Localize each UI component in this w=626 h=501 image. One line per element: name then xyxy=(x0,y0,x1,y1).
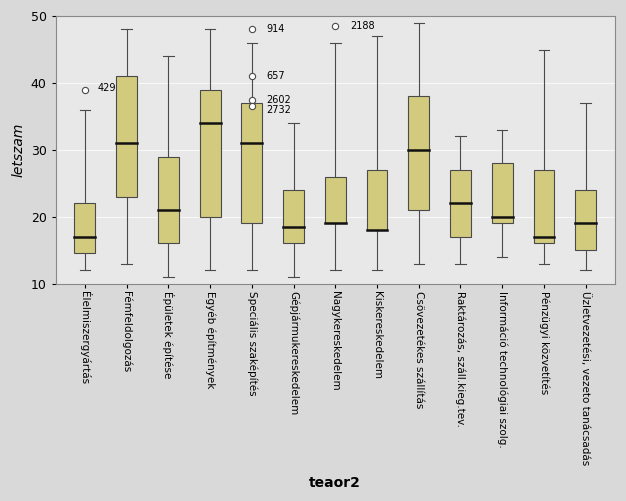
Text: 429: 429 xyxy=(98,83,116,93)
Bar xyxy=(533,170,555,243)
Bar xyxy=(242,103,262,223)
Bar xyxy=(74,203,95,254)
Bar xyxy=(158,156,179,243)
X-axis label: teaor2: teaor2 xyxy=(309,476,361,490)
Text: 914: 914 xyxy=(267,25,285,35)
Bar xyxy=(408,96,429,210)
Y-axis label: letszam: letszam xyxy=(11,123,25,177)
Bar xyxy=(200,90,220,217)
Bar xyxy=(575,190,596,250)
Bar xyxy=(492,163,513,223)
Bar xyxy=(450,170,471,237)
Bar xyxy=(367,170,387,230)
Text: 2188: 2188 xyxy=(350,21,374,31)
Bar xyxy=(325,176,346,223)
Text: 2602: 2602 xyxy=(267,95,291,105)
Bar xyxy=(116,76,137,197)
Text: 2732: 2732 xyxy=(267,105,291,115)
Text: 657: 657 xyxy=(267,71,285,81)
Bar xyxy=(283,190,304,243)
